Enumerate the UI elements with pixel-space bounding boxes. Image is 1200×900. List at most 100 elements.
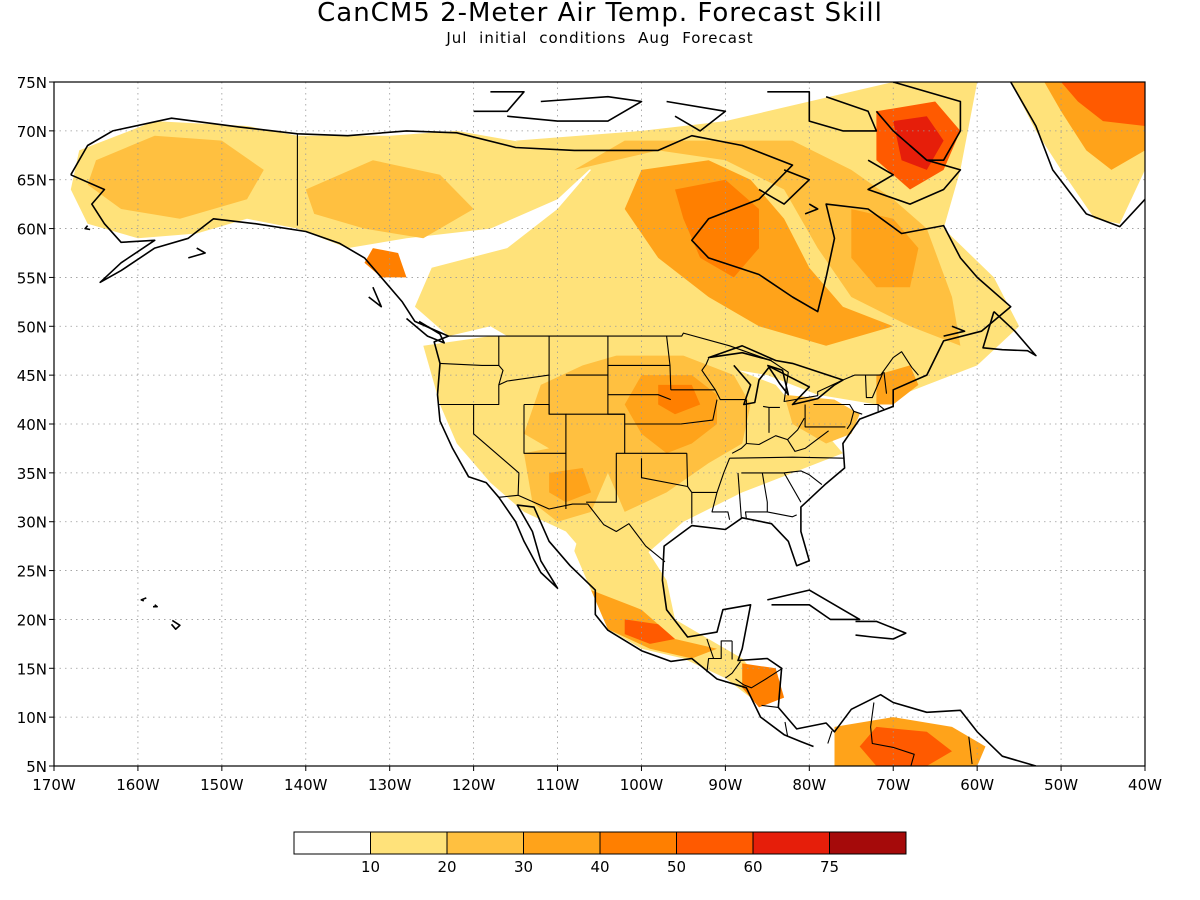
political-border xyxy=(763,405,780,408)
political-border xyxy=(607,394,671,401)
political-border xyxy=(670,389,747,401)
political-border xyxy=(804,404,846,428)
colorbar-swatch xyxy=(370,831,448,855)
colorbar-swatch xyxy=(829,831,907,855)
political-border xyxy=(725,661,741,679)
colorbar-label: 60 xyxy=(743,858,762,876)
lon-label: 160W xyxy=(116,776,160,794)
coastline xyxy=(368,286,383,308)
lon-label: 50W xyxy=(1044,776,1078,794)
political-border xyxy=(701,358,716,391)
colorbar-swatch xyxy=(293,831,371,855)
lat-label: 5N xyxy=(26,758,47,776)
lat-label: 30N xyxy=(17,514,47,532)
coastline xyxy=(84,225,91,231)
lat-label: 75N xyxy=(17,74,47,92)
coastline xyxy=(1010,82,1145,228)
political-border xyxy=(473,336,520,496)
colorbar-swatch xyxy=(446,831,524,855)
lon-label: 80W xyxy=(792,776,826,794)
coastline xyxy=(707,344,844,406)
lat-label: 15N xyxy=(17,660,47,678)
lat-label: 25N xyxy=(17,563,47,581)
political-border xyxy=(706,657,714,673)
lat-label: 60N xyxy=(17,221,47,239)
political-border xyxy=(706,638,733,660)
colorbar-label: 50 xyxy=(667,858,686,876)
political-border xyxy=(686,453,693,524)
coastline xyxy=(855,620,907,640)
political-border xyxy=(863,403,885,410)
axis-ticks: 75N 70N 65N 60N 55N 50N 45N 40N 35N 30N 25N 20N 15N 1… xyxy=(17,74,1162,794)
coastline xyxy=(767,589,861,621)
coastline xyxy=(943,325,966,337)
lat-label: 70N xyxy=(17,123,47,141)
political-border xyxy=(883,372,888,394)
colorbar-swatch xyxy=(523,831,601,855)
lon-label: 70W xyxy=(876,776,910,794)
coastline xyxy=(666,100,727,132)
colorbar-label: 10 xyxy=(361,858,380,876)
colorbar-label: 40 xyxy=(590,858,609,876)
political-border xyxy=(729,456,845,459)
political-border xyxy=(666,336,672,390)
skill-region-23 xyxy=(859,726,952,766)
lon-label: 60W xyxy=(960,776,994,794)
skill-region-4 xyxy=(574,140,961,346)
lat-label: 45N xyxy=(17,367,47,385)
coastline xyxy=(170,619,181,631)
coastline xyxy=(804,203,819,215)
map-subtitle: Jul initial conditions Aug Forecast xyxy=(446,29,754,47)
political-border xyxy=(783,472,802,503)
political-border xyxy=(737,472,742,518)
lon-label: 150W xyxy=(200,776,244,794)
lon-label: 170W xyxy=(32,776,76,794)
skill-fill-layer xyxy=(70,82,1145,766)
skill-region-26 xyxy=(1061,82,1145,126)
skill-region-20 xyxy=(624,619,675,644)
coastline xyxy=(473,91,525,113)
skill-region-2 xyxy=(305,160,474,239)
colorbar-swatch xyxy=(676,831,754,855)
political-border xyxy=(448,332,919,403)
political-border xyxy=(498,336,550,386)
lat-label: 20N xyxy=(17,611,47,629)
lat-label: 50N xyxy=(17,318,47,336)
gridlines xyxy=(54,82,1145,766)
coastline xyxy=(982,311,1037,357)
lat-label: 55N xyxy=(17,269,47,287)
coastline xyxy=(867,144,962,205)
political-border xyxy=(767,511,797,518)
coastline xyxy=(733,364,790,406)
colorbar-label: 75 xyxy=(820,858,839,876)
political-border xyxy=(439,362,499,366)
skill-region-14 xyxy=(784,394,860,444)
political-border xyxy=(787,417,805,440)
lat-label: 40N xyxy=(17,416,47,434)
colorbar-swatch xyxy=(599,831,677,855)
political-border xyxy=(846,411,855,430)
colorbar: 10 20 30 40 50 60 75 xyxy=(293,831,907,876)
political-border xyxy=(761,704,779,708)
coastline xyxy=(188,247,206,259)
political-border xyxy=(640,458,688,488)
political-border xyxy=(864,371,884,399)
lat-label: 65N xyxy=(17,172,47,190)
colorbar-swatch xyxy=(752,831,830,855)
skill-region-27 xyxy=(364,248,407,278)
lon-label: 40W xyxy=(1128,776,1162,794)
coastline xyxy=(140,597,147,602)
lon-label: 100W xyxy=(620,776,664,794)
political-border xyxy=(784,721,789,736)
skill-region-18 xyxy=(574,521,768,698)
coastline xyxy=(70,117,1037,766)
colorbar-label: 20 xyxy=(437,858,456,876)
political-border xyxy=(731,399,747,454)
skill-region-13 xyxy=(658,384,701,415)
coastline xyxy=(70,174,814,748)
lat-label: 35N xyxy=(17,465,47,483)
political-border xyxy=(680,399,718,425)
skill-region-17 xyxy=(549,468,592,503)
political-border xyxy=(735,667,783,689)
